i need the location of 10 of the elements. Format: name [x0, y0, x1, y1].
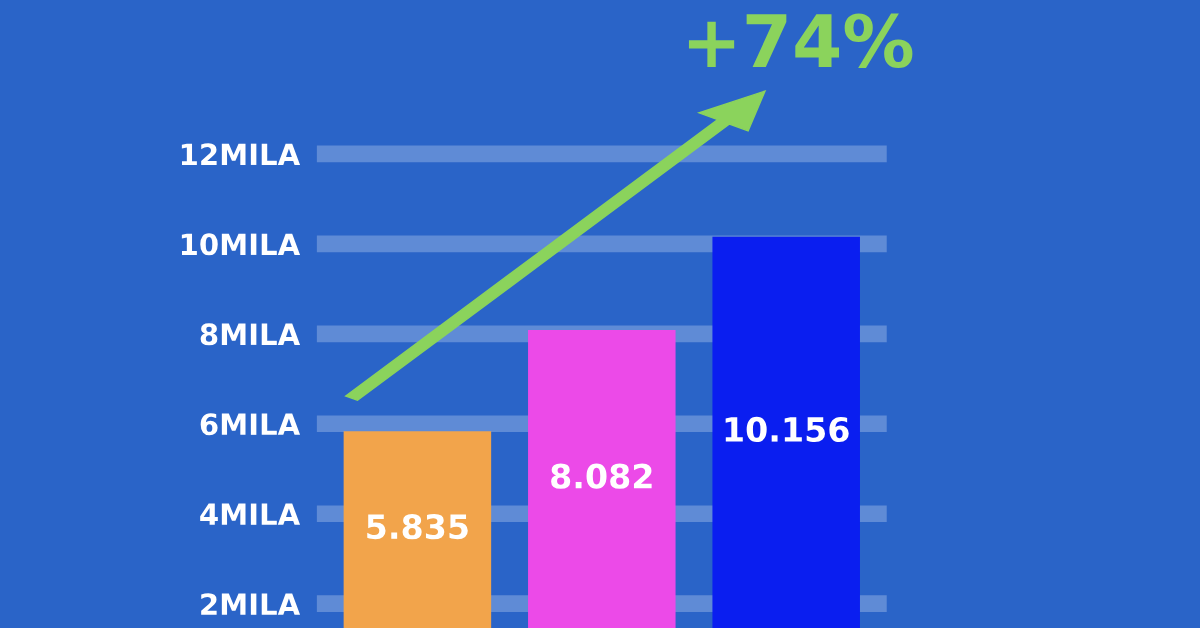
data-label: 5.835 [367, 514, 468, 540]
y-tick-label: 8MILA [200, 323, 301, 346]
y-tick-label: 12MILA [181, 143, 301, 165]
y-tick-label: 10MILA [181, 233, 301, 256]
y-tick-label: 2MILA [201, 593, 301, 615]
y-tick-label: 4MILA [200, 503, 301, 525]
y-tick-label: 6MILA [200, 413, 301, 436]
data-label: 8.082 [551, 463, 652, 489]
text: +74% [688, 13, 913, 69]
data-label: 10.156 [725, 416, 849, 443]
